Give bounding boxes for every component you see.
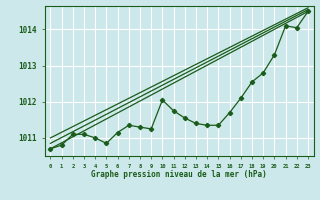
X-axis label: Graphe pression niveau de la mer (hPa): Graphe pression niveau de la mer (hPa) <box>91 170 267 179</box>
